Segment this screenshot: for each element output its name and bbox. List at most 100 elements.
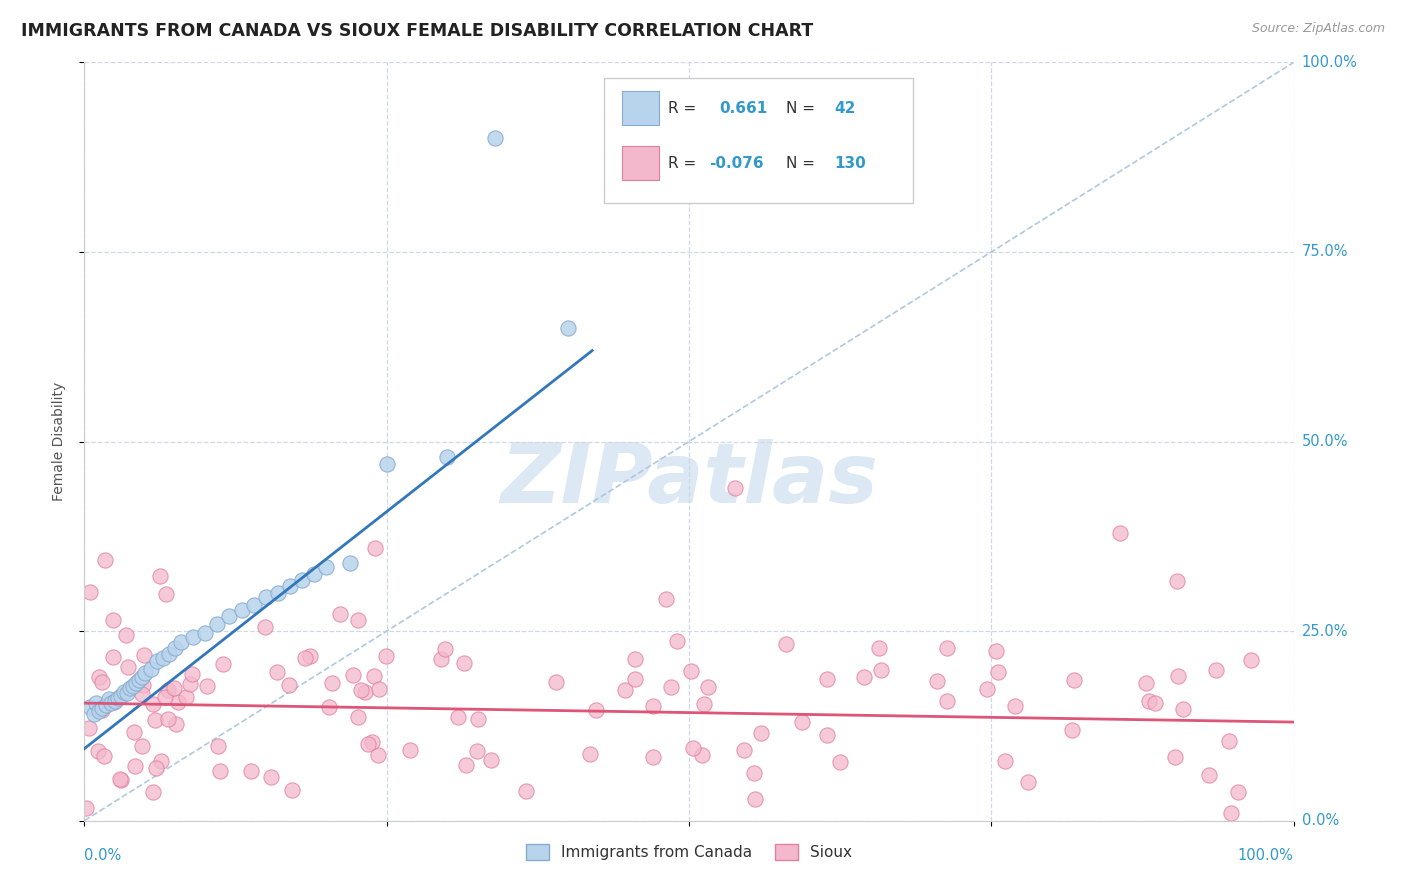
Text: 75.0%: 75.0% (1302, 244, 1348, 260)
Point (749, 726, 772, 740)
Point (266, 665, 288, 679)
Point (97, 692, 120, 706)
Point (775, 636, 797, 650)
Point (321, 675, 343, 690)
Point (1240, 653, 1263, 667)
Point (267, 586, 290, 600)
Point (110, 773, 132, 788)
Point (104, 694, 127, 708)
Point (155, 587, 177, 601)
Point (121, 679, 143, 693)
Point (125, 675, 148, 690)
Point (868, 640, 890, 655)
Point (361, 734, 384, 748)
Point (1198, 768, 1220, 782)
Point (115, 628, 138, 642)
Point (181, 630, 204, 644)
Point (363, 669, 385, 683)
Point (624, 673, 647, 687)
Point (91, 701, 114, 715)
Point (108, 772, 131, 787)
Point (690, 748, 713, 763)
Point (353, 685, 375, 699)
Point (75, 801, 97, 815)
Point (240, 764, 263, 779)
Point (149, 568, 172, 582)
Point (828, 755, 851, 769)
Point (1166, 574, 1188, 589)
Point (994, 754, 1017, 768)
Point (142, 698, 165, 712)
Point (79, 699, 101, 714)
Point (218, 608, 240, 623)
Y-axis label: Female Disability: Female Disability (52, 382, 66, 501)
Point (456, 758, 478, 772)
Point (170, 635, 193, 649)
Point (89, 669, 111, 683)
Point (614, 683, 637, 698)
Point (557, 320, 579, 334)
Point (131, 687, 153, 701)
Point (128, 673, 150, 688)
Point (1109, 525, 1132, 540)
Point (436, 450, 458, 464)
Point (291, 573, 314, 587)
Point (579, 747, 602, 762)
Point (681, 665, 703, 679)
Point (124, 759, 146, 773)
Point (207, 739, 229, 753)
Point (724, 482, 747, 496)
Point (453, 657, 475, 671)
Point (623, 652, 645, 666)
Point (112, 685, 135, 699)
Point (179, 677, 201, 691)
Point (1063, 673, 1085, 687)
Text: R =: R = (668, 156, 702, 170)
Point (682, 740, 704, 755)
Point (207, 616, 229, 631)
Point (1166, 669, 1188, 683)
Point (1218, 734, 1240, 748)
Text: 130: 130 (834, 156, 866, 170)
Point (146, 655, 169, 669)
Point (131, 669, 153, 683)
Point (294, 650, 316, 665)
Point (107, 690, 129, 705)
Point (936, 641, 959, 656)
Text: 0.0%: 0.0% (1302, 814, 1339, 828)
Point (101, 649, 124, 664)
Point (447, 709, 470, 723)
Text: -0.076: -0.076 (710, 156, 763, 170)
Point (870, 663, 893, 677)
Point (1164, 750, 1187, 764)
Point (153, 690, 176, 704)
Point (936, 694, 959, 708)
Point (1135, 676, 1157, 690)
Point (174, 690, 197, 704)
Point (209, 764, 232, 779)
Point (231, 603, 253, 617)
Point (1205, 664, 1227, 678)
Text: ZIPatlas: ZIPatlas (501, 439, 877, 520)
Point (733, 743, 755, 757)
Point (131, 678, 153, 692)
Point (152, 650, 174, 665)
FancyBboxPatch shape (605, 78, 912, 202)
Point (253, 620, 276, 634)
Point (83, 707, 105, 722)
Point (853, 670, 876, 684)
Point (693, 697, 716, 711)
Point (79, 585, 101, 599)
Point (329, 607, 352, 622)
Point (89, 701, 111, 715)
Text: 0.0%: 0.0% (84, 848, 121, 863)
Point (134, 665, 156, 680)
Point (815, 729, 838, 743)
Point (132, 648, 155, 662)
Point (374, 649, 396, 664)
Text: 0.661: 0.661 (720, 101, 768, 116)
Point (367, 748, 389, 763)
Point (122, 725, 145, 739)
Point (654, 591, 676, 606)
Point (91, 704, 114, 718)
